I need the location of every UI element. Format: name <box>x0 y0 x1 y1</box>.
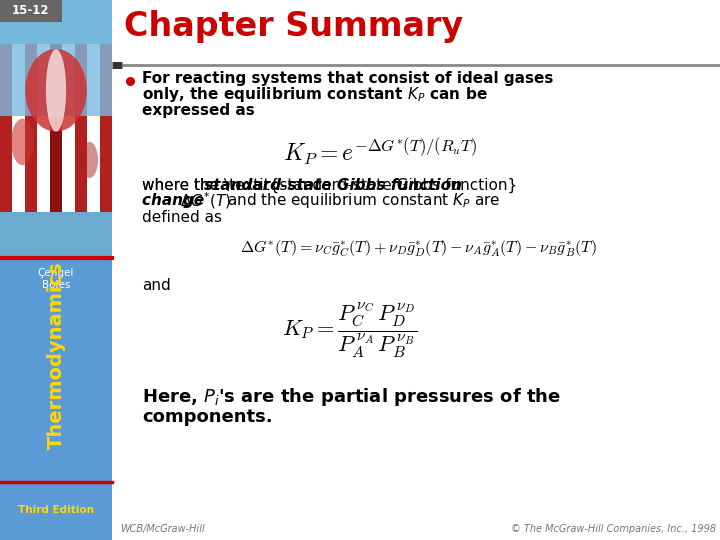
Text: where the: where the <box>142 178 224 192</box>
Text: © The McGraw-Hill Companies, Inc., 1998: © The McGraw-Hill Companies, Inc., 1998 <box>511 524 716 534</box>
Text: 15-12: 15-12 <box>12 4 50 17</box>
Ellipse shape <box>12 119 34 165</box>
Text: components.: components. <box>142 408 273 426</box>
Text: standard-state Gibbs function: standard-state Gibbs function <box>204 178 462 192</box>
Bar <box>37 44 50 212</box>
Bar <box>0 258 112 540</box>
Bar <box>0 0 112 116</box>
Text: defined as: defined as <box>142 210 222 225</box>
Text: expressed as: expressed as <box>142 104 255 118</box>
Bar <box>12 44 25 212</box>
Text: Here, $\mathit{P_i}$'s are the partial pressures of the: Here, $\mathit{P_i}$'s are the partial p… <box>142 386 561 408</box>
Text: $K_P = e^{-\Delta G^{*}(T)/(R_u T)}$: $K_P = e^{-\Delta G^{*}(T)/(R_u T)}$ <box>283 136 477 168</box>
Bar <box>87 44 99 212</box>
Bar <box>0 0 62 22</box>
Bar <box>75 44 87 212</box>
Ellipse shape <box>25 49 87 132</box>
Bar <box>62 44 75 212</box>
Bar <box>25 44 37 212</box>
Text: $K_P = \dfrac{P_C^{\,\nu_C}\, P_D^{\,\nu_D}}{P_A^{\,\nu_A}\, P_B^{\,\nu_B}}$: $K_P = \dfrac{P_C^{\,\nu_C}\, P_D^{\,\nu… <box>282 300 418 360</box>
Text: Thermodynamics: Thermodynamics <box>47 261 66 449</box>
Text: Chapter Summary: Chapter Summary <box>124 10 463 43</box>
Text: Çengel: Çengel <box>38 268 74 278</box>
Text: change: change <box>142 193 210 208</box>
Bar <box>0 0 112 258</box>
Bar <box>50 44 62 212</box>
Text: Boles: Boles <box>42 280 70 290</box>
Text: and: and <box>142 278 171 293</box>
Text: For reacting systems that consist of ideal gases: For reacting systems that consist of ide… <box>142 71 554 86</box>
Bar <box>99 44 112 212</box>
Ellipse shape <box>81 142 98 178</box>
Bar <box>0 44 12 212</box>
Ellipse shape <box>46 49 66 132</box>
Text: WCB/McGraw-Hill: WCB/McGraw-Hill <box>120 524 204 534</box>
Text: $\Delta G^{*}(T) = \nu_C \bar{g}^{*}_C(T) + \nu_D \bar{g}^{*}_D(T) - \nu_A \bar{: $\Delta G^{*}(T) = \nu_C \bar{g}^{*}_C(T… <box>240 239 596 259</box>
Text: Third Edition: Third Edition <box>18 505 94 515</box>
Text: only, the equilibrium constant $\mathit{K}_{P}$ can be: only, the equilibrium constant $\mathit{… <box>142 85 487 105</box>
Text: and the equilibrium constant $K_P$ are: and the equilibrium constant $K_P$ are <box>227 192 500 211</box>
Text: where the \textit{standard-state Gibbs function}: where the \textit{standard-state Gibbs f… <box>142 178 517 193</box>
Text: $\Delta G^{*}(T)$: $\Delta G^{*}(T)$ <box>180 191 231 211</box>
